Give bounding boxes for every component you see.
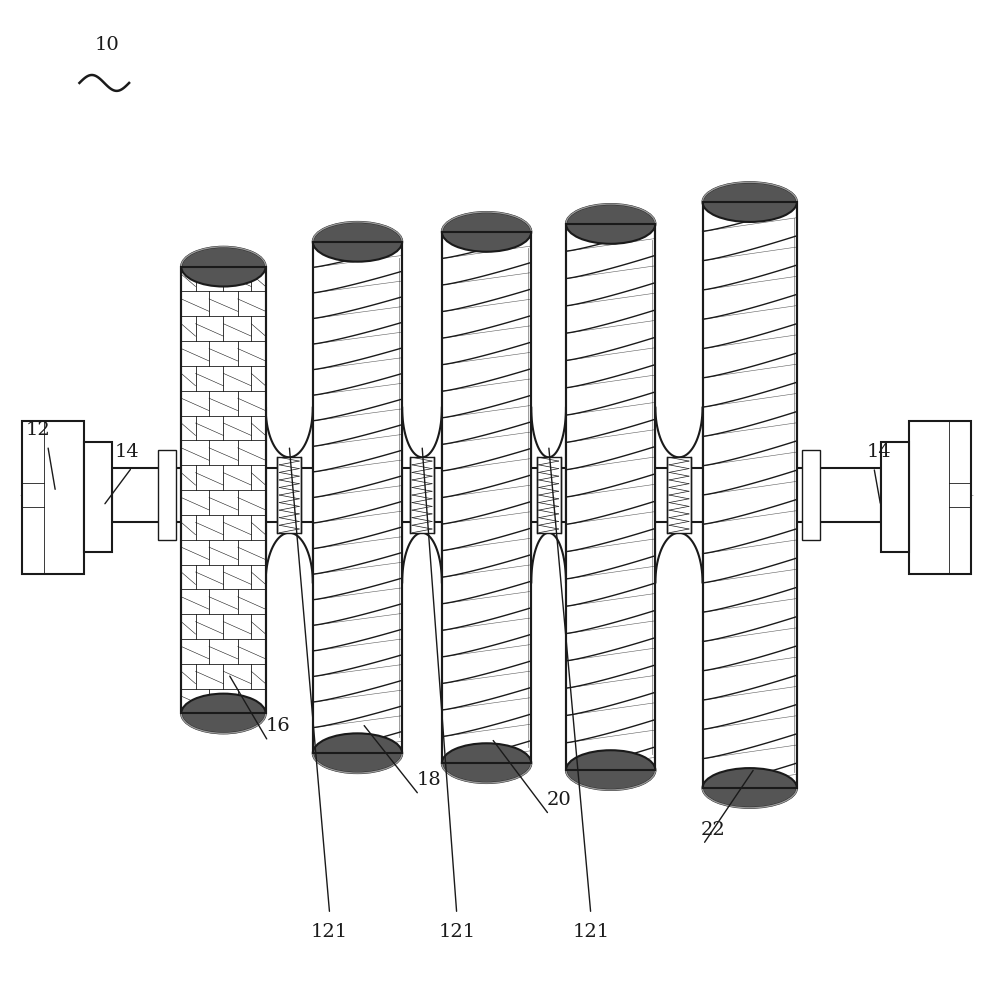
Bar <box>84 442 112 552</box>
Text: 14: 14 <box>867 443 891 461</box>
Bar <box>802 450 820 540</box>
Text: 22: 22 <box>701 821 725 839</box>
Bar <box>536 457 560 533</box>
Bar <box>159 450 177 540</box>
Bar <box>881 442 909 552</box>
Bar <box>703 202 796 788</box>
Text: 12: 12 <box>26 421 50 439</box>
Ellipse shape <box>442 212 531 252</box>
Ellipse shape <box>703 768 797 808</box>
Bar <box>313 242 402 753</box>
Bar <box>22 421 84 574</box>
Bar <box>566 224 655 770</box>
Text: 121: 121 <box>438 923 476 941</box>
Ellipse shape <box>566 204 655 244</box>
Bar <box>187 468 806 522</box>
Text: 121: 121 <box>311 923 349 941</box>
Bar <box>806 468 881 522</box>
Bar <box>181 267 266 713</box>
Bar <box>909 421 971 574</box>
Bar <box>112 468 187 522</box>
Text: 14: 14 <box>115 443 139 461</box>
Bar <box>667 457 691 533</box>
Ellipse shape <box>566 750 655 790</box>
Bar <box>703 202 796 788</box>
Bar <box>277 457 301 533</box>
Bar <box>566 224 655 770</box>
Ellipse shape <box>703 182 797 222</box>
Text: 18: 18 <box>417 771 441 789</box>
Ellipse shape <box>313 222 402 262</box>
Text: 20: 20 <box>547 791 571 809</box>
Text: 10: 10 <box>95 36 119 54</box>
Ellipse shape <box>442 743 531 783</box>
Bar <box>442 232 531 763</box>
Ellipse shape <box>182 247 266 287</box>
Bar <box>181 267 266 713</box>
Text: 16: 16 <box>266 717 290 735</box>
Bar <box>410 457 434 533</box>
Ellipse shape <box>313 733 402 773</box>
Bar <box>442 232 531 763</box>
Ellipse shape <box>182 694 266 733</box>
Text: 121: 121 <box>572 923 610 941</box>
Bar <box>313 242 402 753</box>
